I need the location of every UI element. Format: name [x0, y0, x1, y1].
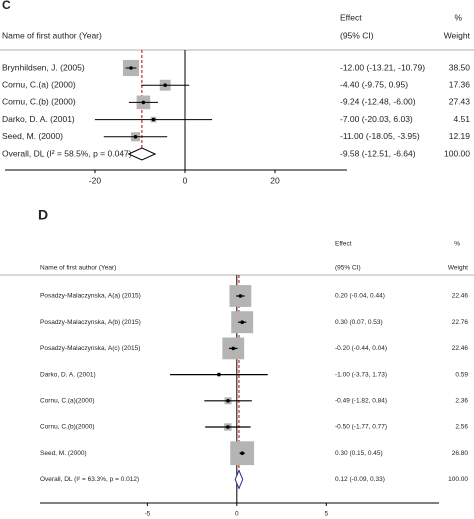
effect-label: 0.30 (0.07, 0.53) [335, 319, 383, 326]
weight-label: 38.50 [449, 62, 471, 72]
effect-label: -0.49 (-1.82, 0.84) [335, 398, 387, 405]
effect-label: -11.00 (-18.05, -3.95) [340, 131, 420, 141]
weight-label: 12.19 [449, 131, 471, 141]
column-header: Effect [340, 12, 362, 22]
overall-name: Overall, DL (I² = 63.3%, p = 0.012) [40, 476, 139, 483]
study-name: Cornu, C.(a) (2000) [2, 79, 76, 89]
column-header: Name of first author (Year) [40, 265, 116, 272]
weight-label: 4.51 [453, 114, 470, 124]
weight-label: 2.56 [455, 424, 468, 431]
effect-label: -0.50 (-1.77, 0.77) [335, 424, 387, 431]
overall-weight: 100.00 [448, 476, 468, 483]
overall-diamond [127, 147, 157, 161]
panel-label: D [38, 207, 48, 223]
x-tick-label: 5 [324, 511, 328, 518]
point [240, 320, 244, 325]
weight-label: 27.43 [449, 97, 471, 107]
x-tick-label: 0 [235, 511, 239, 518]
weight-label: 22.46 [452, 293, 469, 300]
point [231, 346, 236, 351]
study-name: Seed, M. (2000) [2, 131, 63, 141]
column-header: % [454, 12, 462, 22]
study-name: Darko, D. A. (2001) [2, 114, 75, 124]
overall-effect: -9.58 (-12.51, -6.64) [340, 148, 416, 158]
weight-label: 26.80 [452, 450, 469, 457]
column-header: Weight [448, 265, 468, 272]
study-name: Posadzy-Malaczynska, A(a) (2015) [40, 293, 141, 300]
effect-label: -1.00 (-3.73, 1.73) [335, 371, 387, 378]
column-header: % [454, 241, 460, 248]
study-name: Posadzy-Malaczynska, A(b) (2015) [40, 319, 141, 326]
column-header: Effect [335, 241, 352, 248]
effect-label: -12.00 (-13.21, -10.79) [340, 62, 425, 72]
study-name: Darko, D. A. (2001) [40, 371, 96, 378]
x-tick-label: 20 [270, 175, 280, 185]
panel-label: C [2, 0, 11, 12]
study-name: Brynhildsen, J. (2005) [2, 62, 85, 72]
weight-label: 22.76 [452, 319, 469, 326]
effect-label: 0.20 (-0.04, 0.44) [335, 293, 385, 300]
point [141, 100, 146, 105]
weight-label: 0.59 [455, 371, 468, 378]
effect-label: -7.00 (-20.03, 6.03) [340, 114, 413, 124]
overall-name: Overall, DL (I² = 58.5%, p = 0.047) [2, 148, 132, 158]
x-tick-label: -20 [89, 175, 102, 185]
point [238, 294, 243, 298]
point [163, 83, 167, 87]
point [226, 425, 230, 429]
weight-label: 17.36 [449, 79, 471, 89]
effect-label: -4.40 (-9.75, 0.95) [340, 79, 408, 89]
x-tick-label: 0 [183, 175, 188, 185]
point [129, 66, 133, 70]
study-name: Cornu, C.(b) (2000) [2, 97, 76, 107]
point [226, 399, 230, 403]
study-name: Cornu, C.(b)(2000) [40, 424, 95, 431]
column-header: (95% CI) [335, 265, 361, 272]
study-name: Cornu, C.(a)(2000) [40, 398, 95, 405]
study-name: Seed, M. (2000) [40, 450, 87, 457]
x-tick-label: -5 [144, 511, 150, 518]
effect-label: 0.30 (0.15, 0.45) [335, 450, 383, 457]
point [151, 117, 156, 122]
weight-label: 22.46 [452, 345, 469, 352]
column-header: Name of first author (Year) [2, 30, 102, 40]
weight-label: 2.36 [455, 398, 468, 405]
effect-label: -9.24 (-12.48, -6.00) [340, 97, 416, 107]
effect-label: -0.20 (-0.44, 0.04) [335, 345, 387, 352]
point [217, 372, 221, 377]
overall-weight: 100.00 [444, 148, 470, 158]
column-header: (95% CI) [340, 30, 374, 40]
point [133, 135, 138, 139]
column-header: Weight [444, 30, 471, 40]
point [240, 451, 244, 456]
overall-diamond [234, 469, 244, 490]
overall-effect: 0.12 (-0.09, 0.33) [335, 476, 385, 483]
study-name: Posadzy-Malaczynska, A(c) (2015) [40, 345, 140, 352]
